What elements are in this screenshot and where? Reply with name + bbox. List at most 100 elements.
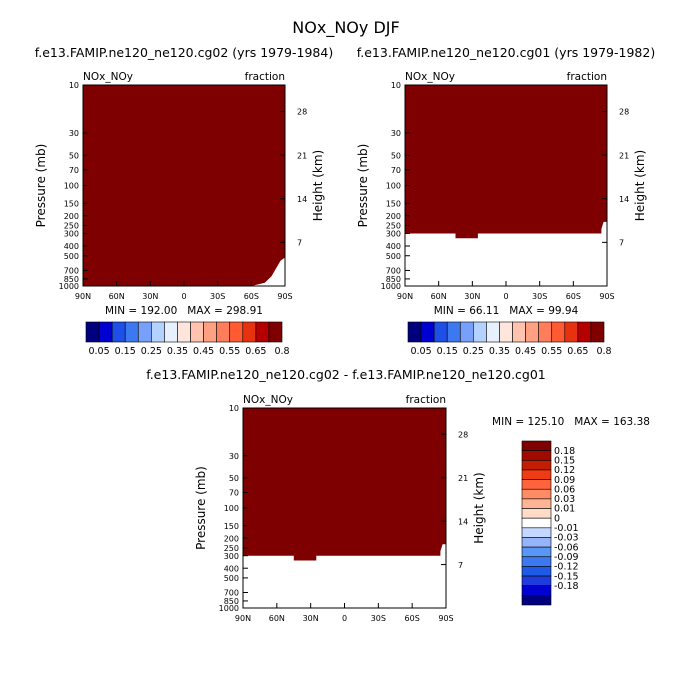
y-tick-label: 10 bbox=[69, 81, 79, 90]
colorbar-label: 0.65 bbox=[245, 346, 266, 357]
colorbar-swatch bbox=[521, 508, 552, 519]
main-title: NOx_NOy DJF bbox=[292, 18, 399, 38]
filled-field bbox=[83, 85, 285, 286]
y-tick-label: 100 bbox=[64, 182, 79, 191]
colorbar-swatch bbox=[268, 321, 283, 343]
colorbar-label: 0.35 bbox=[167, 346, 188, 357]
colorbar-swatch bbox=[521, 537, 552, 548]
colorbar-label: 0.05 bbox=[88, 346, 109, 357]
colorbar-label: -0.06 bbox=[554, 542, 579, 553]
y-right-tick-label: 28 bbox=[619, 108, 629, 117]
y-tick-label: 700 bbox=[224, 589, 239, 598]
colorbar-swatch bbox=[177, 321, 191, 343]
colorbar-label: -0.18 bbox=[554, 581, 579, 592]
y-tick-label: 100 bbox=[386, 182, 401, 191]
y-right-tick-label: 14 bbox=[619, 195, 629, 204]
colorbar-swatch bbox=[164, 321, 178, 343]
colorbar-swatch bbox=[407, 321, 422, 343]
colorbar-swatch bbox=[564, 321, 579, 343]
y-tick-label: 400 bbox=[386, 242, 401, 251]
colorbar-label: 0.35 bbox=[489, 346, 510, 357]
y-tick-label: 250 bbox=[224, 544, 239, 553]
x-tick-label: 60S bbox=[405, 614, 420, 623]
colorbar-swatch bbox=[577, 321, 592, 343]
y-right-tick-label: 28 bbox=[297, 108, 307, 117]
x-tick-label: 90S bbox=[277, 292, 292, 301]
colorbar-swatch bbox=[521, 459, 552, 471]
y-tick-label: 100 bbox=[224, 504, 239, 513]
colorbar-swatch bbox=[216, 321, 231, 343]
y-tick-label: 400 bbox=[224, 564, 239, 573]
colorbar-label: 0.15 bbox=[115, 346, 136, 357]
y-right-tick-label: 21 bbox=[458, 474, 468, 483]
colorbar-label: 0.06 bbox=[554, 484, 575, 495]
x-tick-label: 0 bbox=[503, 292, 508, 301]
x-tick-label: 60N bbox=[269, 614, 285, 623]
colorbar-label: 0.05 bbox=[410, 346, 431, 357]
colorbar-label: -0.01 bbox=[554, 523, 579, 534]
y-tick-label: 1000 bbox=[59, 282, 79, 291]
y-right-tick-label: 21 bbox=[297, 151, 307, 160]
colorbar-swatch bbox=[446, 321, 461, 343]
y-axis-title-right: Height (km) bbox=[472, 472, 486, 543]
colorbar-top-right: 0.05 0.15 0.25 0.35 0.45 0.55 0.65 0.8 bbox=[407, 321, 612, 357]
colorbar-swatch bbox=[521, 566, 552, 577]
colorbar-swatch bbox=[521, 527, 552, 538]
variable-label: NOx_NOy bbox=[83, 71, 133, 83]
y-right-tick-label: 7 bbox=[619, 239, 624, 248]
y-axis-title-right: Height (km) bbox=[633, 150, 647, 221]
colorbar-swatch bbox=[137, 321, 152, 343]
colorbar-swatch bbox=[525, 321, 539, 343]
x-tick-label: 60S bbox=[244, 292, 259, 301]
colorbar-label: 0.18 bbox=[554, 446, 575, 457]
x-tick-label: 90N bbox=[397, 292, 413, 301]
x-tick-label: 90N bbox=[75, 292, 91, 301]
x-tick-label: 30N bbox=[464, 292, 480, 301]
x-tick-label: 30N bbox=[142, 292, 158, 301]
x-tick-label: 0 bbox=[342, 614, 347, 623]
colorbar-swatch bbox=[85, 321, 100, 343]
colorbar-swatch bbox=[499, 321, 513, 343]
y-tick-label: 150 bbox=[64, 199, 79, 208]
colorbar-swatch bbox=[521, 469, 552, 480]
x-tick-label: 30S bbox=[371, 614, 386, 623]
colorbar-swatch bbox=[420, 321, 435, 343]
colorbar-label: 0.12 bbox=[554, 465, 575, 476]
panel-title: f.e13.FAMIP.ne120_ne120.cg02 (yrs 1979-1… bbox=[35, 45, 333, 60]
variable-label: NOx_NOy bbox=[243, 394, 293, 406]
colorbar-swatch bbox=[229, 321, 244, 343]
colorbar-swatch bbox=[521, 546, 552, 558]
colorbar-swatch bbox=[551, 321, 566, 343]
colorbar-swatch bbox=[521, 479, 552, 490]
colorbar-swatch bbox=[521, 488, 552, 500]
colorbar-swatch bbox=[521, 450, 552, 461]
colorbar-label: 0 bbox=[554, 513, 560, 524]
y-tick-label: 70 bbox=[229, 489, 239, 498]
colorbar-swatch bbox=[590, 321, 605, 343]
y-tick-label: 850 bbox=[386, 275, 401, 284]
colorbar-difference: 0.180.150.120.090.060.030.010-0.01-0.03-… bbox=[521, 440, 579, 606]
min-max-label: MIN = 192.00 MAX = 298.91 bbox=[105, 305, 263, 317]
colorbar-swatch bbox=[521, 585, 552, 596]
y-tick-label: 50 bbox=[69, 151, 79, 160]
colorbar-swatch bbox=[473, 321, 487, 343]
colorbar-swatch bbox=[255, 321, 270, 343]
x-tick-label: 60N bbox=[109, 292, 125, 301]
colorbar-swatch bbox=[190, 321, 204, 343]
x-tick-label: 90N bbox=[235, 614, 251, 623]
min-max-label: MIN = 66.11 MAX = 99.94 bbox=[434, 305, 579, 317]
x-tick-label: 90S bbox=[438, 614, 453, 623]
y-tick-label: 500 bbox=[224, 574, 239, 583]
y-tick-label: 250 bbox=[64, 222, 79, 231]
colorbar-label: 0.55 bbox=[541, 346, 562, 357]
colorbar-label: 0.15 bbox=[437, 346, 458, 357]
y-right-tick-label: 28 bbox=[458, 430, 468, 439]
colorbar-top-left: 0.05 0.15 0.25 0.35 0.45 0.55 0.65 0.8 bbox=[85, 321, 290, 357]
x-tick-label: 60S bbox=[566, 292, 581, 301]
colorbar-label: 0.03 bbox=[554, 494, 575, 505]
y-right-tick-label: 14 bbox=[458, 517, 468, 526]
panel-title: f.e13.FAMIP.ne120_ne120.cg02 - f.e13.FAM… bbox=[146, 367, 546, 382]
y-tick-label: 300 bbox=[386, 230, 401, 239]
colorbar-swatch bbox=[433, 321, 448, 343]
